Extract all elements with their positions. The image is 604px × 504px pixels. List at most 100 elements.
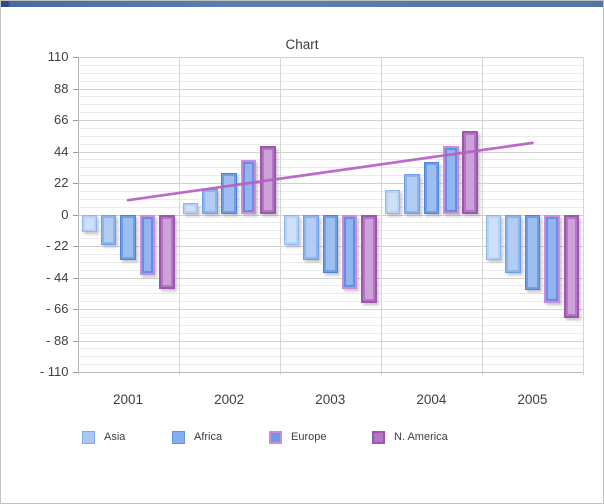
bar-highlight <box>508 217 518 271</box>
minor-gridline <box>77 112 583 114</box>
legend-swatch <box>372 430 385 444</box>
bar-highlight <box>466 135 474 211</box>
major-gridline <box>77 309 583 310</box>
y-axis-tickmark <box>72 309 78 310</box>
bar-asia-2001[interactable] <box>81 214 97 232</box>
window-top-edge <box>1 1 603 7</box>
bar-europe-2003[interactable] <box>341 214 358 289</box>
bar-europe-2005[interactable] <box>544 214 560 304</box>
bar-highlight <box>426 164 437 212</box>
minor-gridline <box>77 96 583 98</box>
bar-n-america-2001[interactable] <box>159 214 175 289</box>
bar-n-america-2004[interactable] <box>462 131 478 215</box>
minor-gridline <box>77 293 583 295</box>
y-axis-tick-label: 0 <box>61 206 69 222</box>
bar-highlight <box>143 218 152 271</box>
bar-highlight <box>84 217 94 229</box>
bar-highlight <box>123 217 133 258</box>
minor-gridline <box>77 175 583 177</box>
bar-series-3-2002[interactable] <box>221 172 237 215</box>
category-boundary-gridline <box>178 57 180 375</box>
bar-africa-2003[interactable] <box>303 214 319 261</box>
minor-gridline <box>77 80 583 82</box>
bar-africa-2004[interactable] <box>404 174 420 215</box>
y-axis-tick-label: 66 <box>54 112 69 127</box>
minor-gridline <box>77 348 583 350</box>
y-axis-tickmark <box>72 340 78 342</box>
y-axis-tick-label: 88 <box>54 80 69 96</box>
minor-gridline <box>77 127 583 129</box>
x-axis-category-label: 2005 <box>517 392 548 407</box>
minor-gridline <box>77 206 583 208</box>
bar-europe-2002[interactable] <box>240 160 257 215</box>
y-axis-tick-label: - 66 <box>46 301 69 316</box>
minor-gridline <box>77 159 583 161</box>
bar-n-america-2002[interactable] <box>260 145 276 215</box>
x-axis-category-label: 2002 <box>214 392 245 407</box>
y-axis-tickmark <box>72 88 78 90</box>
y-axis-tickmark <box>72 372 78 373</box>
bar-highlight <box>205 191 215 212</box>
bar-africa-2001[interactable] <box>100 214 117 245</box>
bar-asia-2005[interactable] <box>485 214 502 261</box>
legend-label: Europe <box>291 431 327 443</box>
legend-item-asia[interactable]: Asia <box>82 430 125 444</box>
bar-highlight <box>325 217 335 271</box>
bar-highlight <box>447 149 455 211</box>
legend-swatch <box>269 430 282 444</box>
bar-highlight <box>286 217 297 242</box>
minor-gridline <box>77 356 583 358</box>
legend-label: Africa <box>194 431 223 443</box>
minor-gridline <box>77 143 583 145</box>
bar-highlight <box>103 217 114 242</box>
legend-label: N. America <box>394 431 448 443</box>
bar-africa-2002[interactable] <box>202 188 218 215</box>
bar-series-3-2005[interactable] <box>524 214 541 291</box>
bar-n-america-2003[interactable] <box>361 214 377 304</box>
bar-asia-2003[interactable] <box>283 214 300 245</box>
legend-item-europe[interactable]: Europe <box>269 430 326 444</box>
y-axis-tickmark <box>72 151 78 153</box>
bar-highlight <box>185 206 196 212</box>
chart-title: Chart <box>285 37 319 52</box>
minor-gridline <box>77 285 583 287</box>
bar-asia-2002[interactable] <box>182 203 199 215</box>
y-axis-tick-label: - 22 <box>46 238 69 253</box>
y-axis-tick-label: 110 <box>47 49 69 64</box>
bar-series-3-2001[interactable] <box>120 214 136 261</box>
y-axis-tick-label: 22 <box>54 175 69 190</box>
major-gridline <box>77 57 583 58</box>
legend-item-n-america[interactable]: N. America <box>372 430 448 444</box>
y-axis-tickmark <box>72 277 78 279</box>
y-axis-tick-label: - 110 <box>39 364 69 379</box>
y-axis-tickmark <box>72 246 78 247</box>
legend-item-africa[interactable]: Africa <box>172 430 222 444</box>
y-axis-tick-label: - 44 <box>46 269 69 285</box>
bar-asia-2004[interactable] <box>384 190 401 215</box>
minor-gridline <box>77 135 583 137</box>
category-boundary-gridline <box>380 57 382 375</box>
minor-gridline <box>77 332 583 334</box>
x-axis-category-label: 2001 <box>113 392 144 407</box>
major-gridline <box>77 277 583 279</box>
legend-label: Asia <box>104 431 126 443</box>
bar-highlight <box>345 218 354 285</box>
bar-series-3-2003[interactable] <box>322 214 338 274</box>
bar-europe-2004[interactable] <box>443 145 459 215</box>
minor-gridline <box>77 64 583 66</box>
bar-highlight <box>224 175 234 212</box>
minor-gridline <box>77 167 583 169</box>
y-axis-tickmark <box>72 120 78 121</box>
bar-series-3-2004[interactable] <box>423 161 440 215</box>
bar-europe-2001[interactable] <box>139 214 156 275</box>
major-gridline <box>77 340 583 342</box>
bar-highlight <box>244 164 253 211</box>
y-axis-tick-label: - 88 <box>46 332 69 348</box>
x-axis-category-label: 2004 <box>416 392 447 407</box>
bar-africa-2005[interactable] <box>505 214 521 274</box>
y-axis-tick-label: 44 <box>54 143 69 159</box>
minor-gridline <box>77 316 583 318</box>
y-axis-tickmark <box>72 183 78 184</box>
bar-n-america-2005[interactable] <box>563 214 579 318</box>
bar-highlight <box>527 217 538 288</box>
